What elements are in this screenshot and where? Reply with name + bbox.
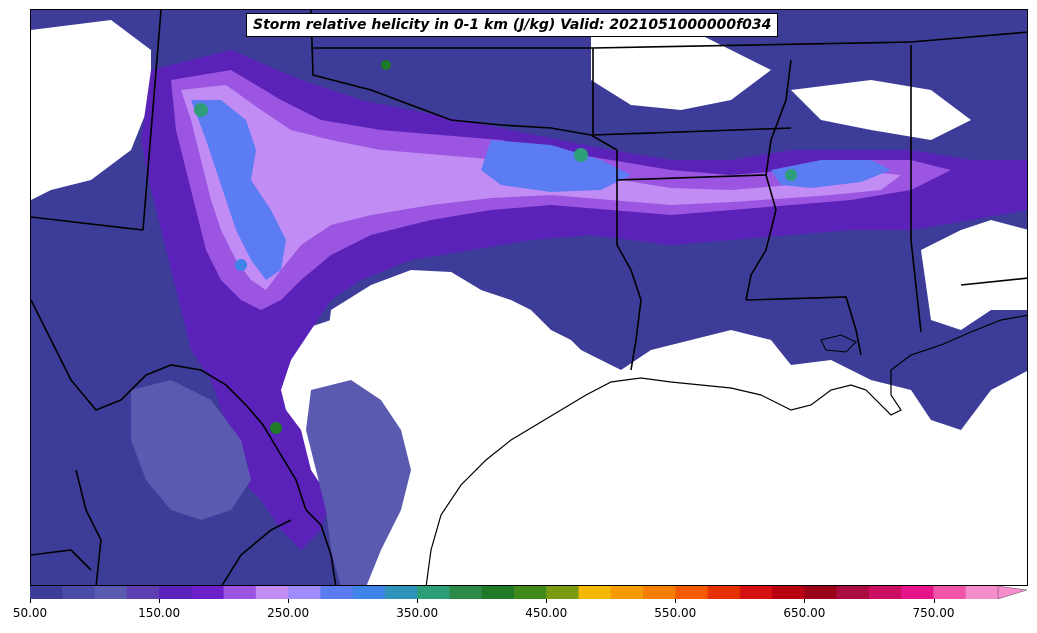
colorbar-tick-label: 450.00 (525, 606, 568, 620)
colorbar-cell (126, 586, 160, 599)
helicity-gap-northeast (791, 80, 971, 140)
helicity-gap-west (31, 20, 151, 200)
boundary-ok-ar (616, 150, 642, 371)
gulf-area (311, 270, 1027, 585)
colorbar-cell (449, 586, 483, 599)
colorbar-tick-label: 550.00 (654, 606, 697, 620)
colorbar-cell (352, 586, 386, 599)
colorbar-cell (836, 586, 870, 599)
colorbar-cell (772, 586, 805, 599)
helicity-contours (31, 10, 1027, 585)
helicity-level-6c (771, 160, 891, 188)
colorbar-cell (675, 586, 709, 599)
colorbar-tick-label: 650.00 (783, 606, 826, 620)
colorbar-tick-mark (933, 599, 935, 603)
boundary-ar-ms-river (745, 59, 792, 301)
helicity-max-spot-4 (194, 103, 208, 117)
colorbar-cell (417, 586, 451, 599)
boundary-nm-tx (142, 10, 162, 231)
colorbar-cell (288, 586, 321, 599)
helicity-max-spot-5 (235, 259, 247, 271)
colorbar-cell (191, 586, 225, 599)
helicity-gap-north (591, 20, 771, 110)
colorbar-tick-mark (288, 599, 290, 603)
colorbar-tick-label: 50.00 (12, 606, 48, 620)
boundary-al-fl (960, 277, 1027, 286)
colorbar-cell (868, 586, 902, 599)
boundary-ms-al (910, 45, 922, 333)
colorbar-tick-label: 150.00 (138, 606, 181, 620)
colorbar-tick-mark (417, 599, 419, 603)
colorbar-tick-mark (30, 599, 31, 603)
boundary-nm-az-line (31, 216, 144, 231)
colorbar-tick-label: 750.00 (912, 606, 955, 620)
colorbar-tick-mark (546, 599, 548, 603)
colorbar-cell (159, 586, 192, 599)
colorbar-tick-label: 350.00 (396, 606, 439, 620)
colorbar-cell (578, 586, 612, 599)
helicity-level-6 (191, 100, 286, 280)
colorbar-cell (643, 586, 676, 599)
boundary-mo-ar (592, 127, 792, 136)
colorbar-cell (30, 586, 63, 599)
colorbar-extend-arrow (997, 586, 1028, 599)
colorbar-cell (481, 586, 515, 599)
boundary-ok-panhandle (310, 10, 618, 151)
colorbar-cell (739, 586, 773, 599)
colorbar-cell (255, 586, 289, 599)
colorbar-cell (707, 586, 741, 599)
boundary-la-ms (745, 296, 862, 356)
helicity-max-spot-6 (381, 60, 391, 70)
helicity-level-6b (481, 140, 631, 192)
colorbar (30, 586, 1028, 599)
helicity-coastal-blob (306, 380, 411, 585)
colorbar-cell (94, 586, 128, 599)
gulf-coastline (425, 314, 1027, 585)
helicity-max-spot-1 (270, 422, 282, 434)
colorbar-cell (933, 586, 967, 599)
boundary-us-mexico (31, 299, 337, 585)
boundary-ks-mo (592, 31, 1027, 49)
map-panel (30, 9, 1028, 586)
colorbar-cell (804, 586, 838, 599)
helicity-gap-east (921, 220, 1027, 330)
helicity-west-blob (131, 380, 251, 520)
coastline-lake-pontchartrain (820, 334, 857, 353)
colorbar-tick-mark (159, 599, 161, 603)
colorbar-tick-label: 250.00 (267, 606, 310, 620)
boundary-ar-la (616, 174, 767, 181)
colorbar-cell (223, 586, 257, 599)
helicity-max-spot-2 (574, 148, 588, 162)
colorbar-cell (62, 586, 96, 599)
colorbar-tick-mark (804, 599, 806, 603)
colorbar-cell (610, 586, 644, 599)
colorbar-cell (965, 586, 999, 599)
state-boundaries (31, 10, 1027, 585)
map-canvas (31, 10, 1027, 585)
map-title: Storm relative helicity in 0-1 km (J/kg)… (246, 13, 779, 37)
boundary-mexico-states (31, 469, 292, 585)
colorbar-cell (384, 586, 418, 599)
colorbar-tick-mark (675, 599, 677, 603)
colorbar-cell (546, 586, 580, 599)
colorbar-cell (514, 586, 547, 599)
colorbar-cell (901, 586, 935, 599)
helicity-max-spot-3 (785, 169, 797, 181)
colorbar-cell (320, 586, 354, 599)
